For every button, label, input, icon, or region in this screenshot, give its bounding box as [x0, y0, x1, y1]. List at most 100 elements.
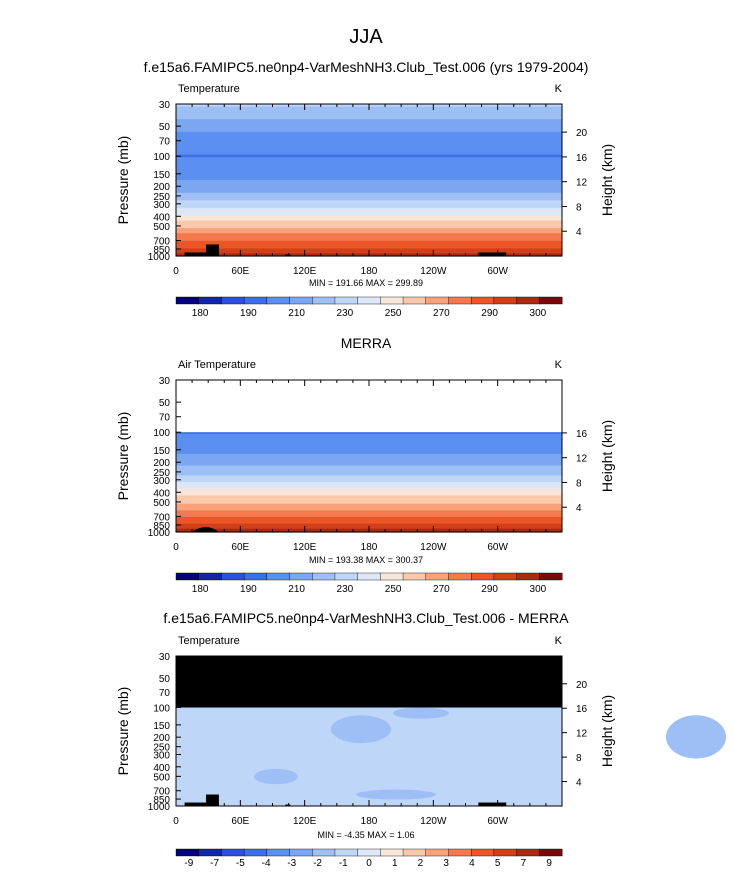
colorbar-label: 210 — [288, 584, 305, 595]
contour-band — [176, 235, 562, 239]
colorbar-label: -7 — [210, 858, 219, 869]
contour-band — [176, 463, 562, 467]
lon-tick-label: 180 — [361, 542, 378, 553]
lon-tick-label: 120E — [293, 542, 317, 553]
stats-label: MIN = 191.66 MAX = 299.89 — [309, 278, 423, 288]
difference-pocket — [254, 768, 298, 785]
colorbar-label: 1 — [392, 858, 398, 869]
height-tick-label: 12 — [576, 178, 588, 189]
pressure-tick-label: 300 — [153, 476, 170, 487]
pressure-tick-label: 1000 — [148, 528, 171, 539]
contour-band — [176, 144, 562, 148]
pressure-tick-label: 100 — [153, 704, 170, 715]
pressure-tick-label: 250 — [153, 192, 170, 203]
contour-band — [176, 470, 562, 473]
pressure-tick-label: 70 — [159, 413, 171, 424]
colorbar-label: -4 — [262, 858, 271, 869]
contour-band — [176, 162, 562, 166]
contour-band — [176, 457, 562, 460]
contour-band — [176, 460, 562, 463]
lon-tick-label: 60W — [487, 542, 508, 553]
y-axis-title: Pressure (mb) — [115, 412, 131, 501]
pressure-tick-label: 30 — [159, 652, 171, 663]
pressure-tick-label: 100 — [153, 428, 170, 439]
height-tick-label: 16 — [576, 704, 588, 715]
contour-band — [176, 492, 562, 495]
contour-band — [176, 139, 562, 143]
contour-field — [176, 104, 562, 257]
contour-band — [176, 200, 562, 204]
colorbar-swatch — [448, 572, 472, 581]
difference-pocket — [356, 789, 436, 800]
pressure-tick-label: 700 — [153, 513, 170, 524]
colorbar-swatch — [221, 296, 245, 305]
lon-tick-label: 120E — [293, 816, 317, 827]
colorbar-label: 7 — [521, 858, 527, 869]
contour-band — [176, 517, 562, 520]
contour-band — [176, 129, 562, 133]
height-tick-label: 4 — [576, 503, 582, 514]
stats-label: MIN = -4.35 MAX = 1.06 — [317, 830, 414, 840]
contour-band — [176, 453, 562, 457]
contour-band — [176, 185, 562, 189]
colorbar-swatch — [493, 296, 518, 305]
colorbar-swatch — [266, 572, 291, 581]
colorbar-swatch — [198, 296, 222, 305]
colorbar-swatch — [402, 572, 427, 581]
pressure-tick-label: 150 — [153, 721, 170, 732]
difference-pocket — [393, 707, 449, 719]
topography — [285, 254, 291, 256]
panel-title: f.e15a6.FAMIPC5.ne0np4-VarMeshNH3.Club_T… — [163, 610, 569, 626]
contour-band — [176, 207, 562, 211]
lon-tick-label: 120W — [420, 816, 447, 827]
lon-tick-label: 120W — [420, 542, 447, 553]
contour-band — [176, 205, 562, 209]
colorbar-label: 0 — [366, 858, 372, 869]
contour-band — [176, 462, 562, 465]
topography — [478, 802, 507, 806]
topography — [285, 804, 291, 806]
colorbar-swatch — [380, 848, 404, 857]
contour-band — [176, 505, 562, 508]
topography — [478, 252, 507, 256]
lon-tick-label: 180 — [361, 816, 378, 827]
y2-axis-title: Height (km) — [599, 695, 615, 767]
contour-band — [176, 518, 562, 521]
contour-band — [176, 455, 562, 458]
colorbar-swatch — [516, 572, 540, 581]
colorbar-label: 190 — [240, 308, 257, 319]
contour-band — [176, 182, 562, 186]
height-tick-label: 16 — [576, 429, 588, 440]
height-tick-label: 20 — [576, 128, 588, 139]
contour-band — [176, 124, 562, 128]
contour-band — [176, 437, 562, 440]
contour-band — [176, 495, 562, 498]
lon-tick-label: 0 — [173, 542, 179, 553]
height-tick-label: 12 — [576, 454, 588, 465]
colorbar-swatch — [470, 572, 495, 581]
contour-band — [176, 190, 562, 194]
contour-band — [176, 220, 562, 224]
colorbar-swatch — [470, 848, 495, 857]
contour-band — [176, 172, 562, 176]
contour-band — [176, 508, 562, 511]
colorbar-swatch — [312, 848, 336, 857]
pressure-tick-label: 150 — [153, 446, 170, 457]
pressure-tick-label: 700 — [153, 237, 170, 248]
contour-band — [176, 149, 562, 153]
pressure-tick-label: 200 — [153, 458, 170, 469]
colorbar-label: 250 — [385, 308, 402, 319]
pressure-tick-label: 1000 — [148, 802, 171, 813]
colorbar-label: 230 — [337, 308, 354, 319]
contour-band — [176, 202, 562, 206]
contour-band — [176, 154, 562, 158]
colorbar-swatch — [425, 848, 449, 857]
colorbar-swatch — [493, 572, 518, 581]
colorbar-label: 230 — [337, 584, 354, 595]
pressure-tick-label: 50 — [159, 674, 171, 685]
colorbar-swatch — [289, 848, 313, 857]
colorbar-swatch — [493, 848, 518, 857]
colorbar-label: -3 — [287, 858, 296, 869]
